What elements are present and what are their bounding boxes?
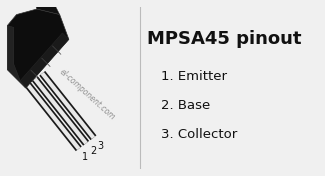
Text: 1: 1 [83, 152, 89, 162]
Text: 3. Collector: 3. Collector [161, 128, 237, 141]
Polygon shape [7, 9, 69, 88]
Text: 2. Base: 2. Base [161, 99, 210, 112]
Text: el-component.com: el-component.com [58, 67, 117, 122]
Text: 1. Emitter: 1. Emitter [161, 70, 227, 83]
Polygon shape [35, 3, 60, 15]
Polygon shape [7, 26, 26, 88]
Text: 2: 2 [90, 146, 96, 156]
Polygon shape [20, 33, 69, 88]
Text: MPSA45 pinout: MPSA45 pinout [147, 30, 301, 48]
Text: 3: 3 [97, 140, 103, 150]
